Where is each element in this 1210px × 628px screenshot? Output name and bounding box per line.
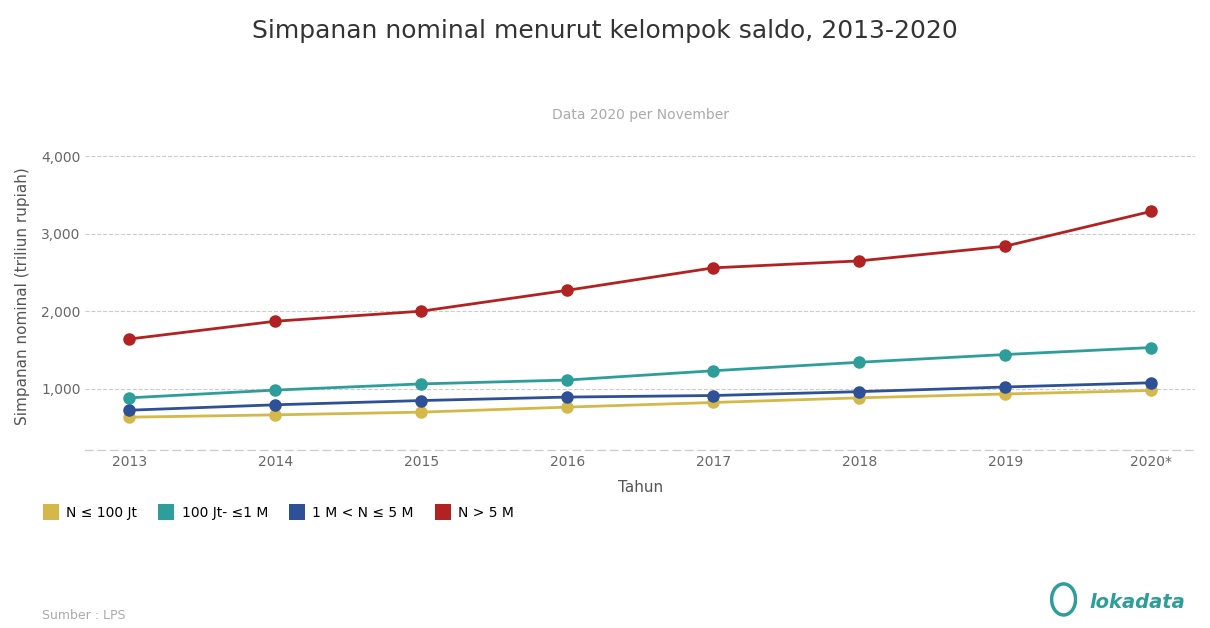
N > 5 M: [705, 264, 720, 272]
N ≤ 100 Jt: [267, 411, 282, 419]
N ≤ 100 Jt: [998, 390, 1013, 398]
1 M < N ≤ 5 M: [267, 401, 282, 409]
1 M < N ≤ 5 M: [852, 388, 866, 396]
N ≤ 100 Jt: [852, 394, 866, 401]
1 M < N ≤ 5 M: [122, 406, 137, 414]
100 Jt- ≤1 M: [122, 394, 137, 401]
100 Jt- ≤1 M: [560, 376, 575, 384]
1 M < N ≤ 5 M: [560, 393, 575, 401]
N > 5 M: [122, 335, 137, 343]
100 Jt- ≤1 M: [1143, 344, 1158, 351]
Y-axis label: Simpanan nominal (triliun rupiah): Simpanan nominal (triliun rupiah): [15, 167, 30, 425]
N > 5 M: [998, 242, 1013, 250]
N ≤ 100 Jt: [122, 413, 137, 421]
1 M < N ≤ 5 M: [414, 397, 428, 404]
Line: 1 M < N ≤ 5 M: 1 M < N ≤ 5 M: [123, 377, 1157, 416]
X-axis label: Tahun: Tahun: [617, 480, 663, 495]
1 M < N ≤ 5 M: [705, 392, 720, 399]
Text: lokadata: lokadata: [1089, 593, 1185, 612]
N ≤ 100 Jt: [705, 399, 720, 406]
Line: 100 Jt- ≤1 M: 100 Jt- ≤1 M: [123, 342, 1157, 403]
N > 5 M: [1143, 208, 1158, 215]
N > 5 M: [414, 308, 428, 315]
N > 5 M: [852, 257, 866, 264]
Text: Simpanan nominal menurut kelompok saldo, 2013-2020: Simpanan nominal menurut kelompok saldo,…: [252, 19, 958, 43]
N ≤ 100 Jt: [560, 403, 575, 411]
100 Jt- ≤1 M: [852, 359, 866, 366]
Line: N > 5 M: N > 5 M: [123, 206, 1157, 345]
N ≤ 100 Jt: [1143, 387, 1158, 394]
1 M < N ≤ 5 M: [1143, 379, 1158, 386]
N > 5 M: [560, 286, 575, 294]
100 Jt- ≤1 M: [998, 351, 1013, 359]
N > 5 M: [267, 318, 282, 325]
Text: Sumber : LPS: Sumber : LPS: [42, 609, 126, 622]
Line: N ≤ 100 Jt: N ≤ 100 Jt: [123, 385, 1157, 423]
Legend: N ≤ 100 Jt, 100 Jt- ≤1 M, 1 M < N ≤ 5 M, N > 5 M: N ≤ 100 Jt, 100 Jt- ≤1 M, 1 M < N ≤ 5 M,…: [38, 501, 520, 526]
100 Jt- ≤1 M: [414, 380, 428, 387]
1 M < N ≤ 5 M: [998, 383, 1013, 391]
100 Jt- ≤1 M: [705, 367, 720, 374]
N ≤ 100 Jt: [414, 408, 428, 416]
Text: Data 2020 per November: Data 2020 per November: [552, 109, 728, 122]
100 Jt- ≤1 M: [267, 386, 282, 394]
